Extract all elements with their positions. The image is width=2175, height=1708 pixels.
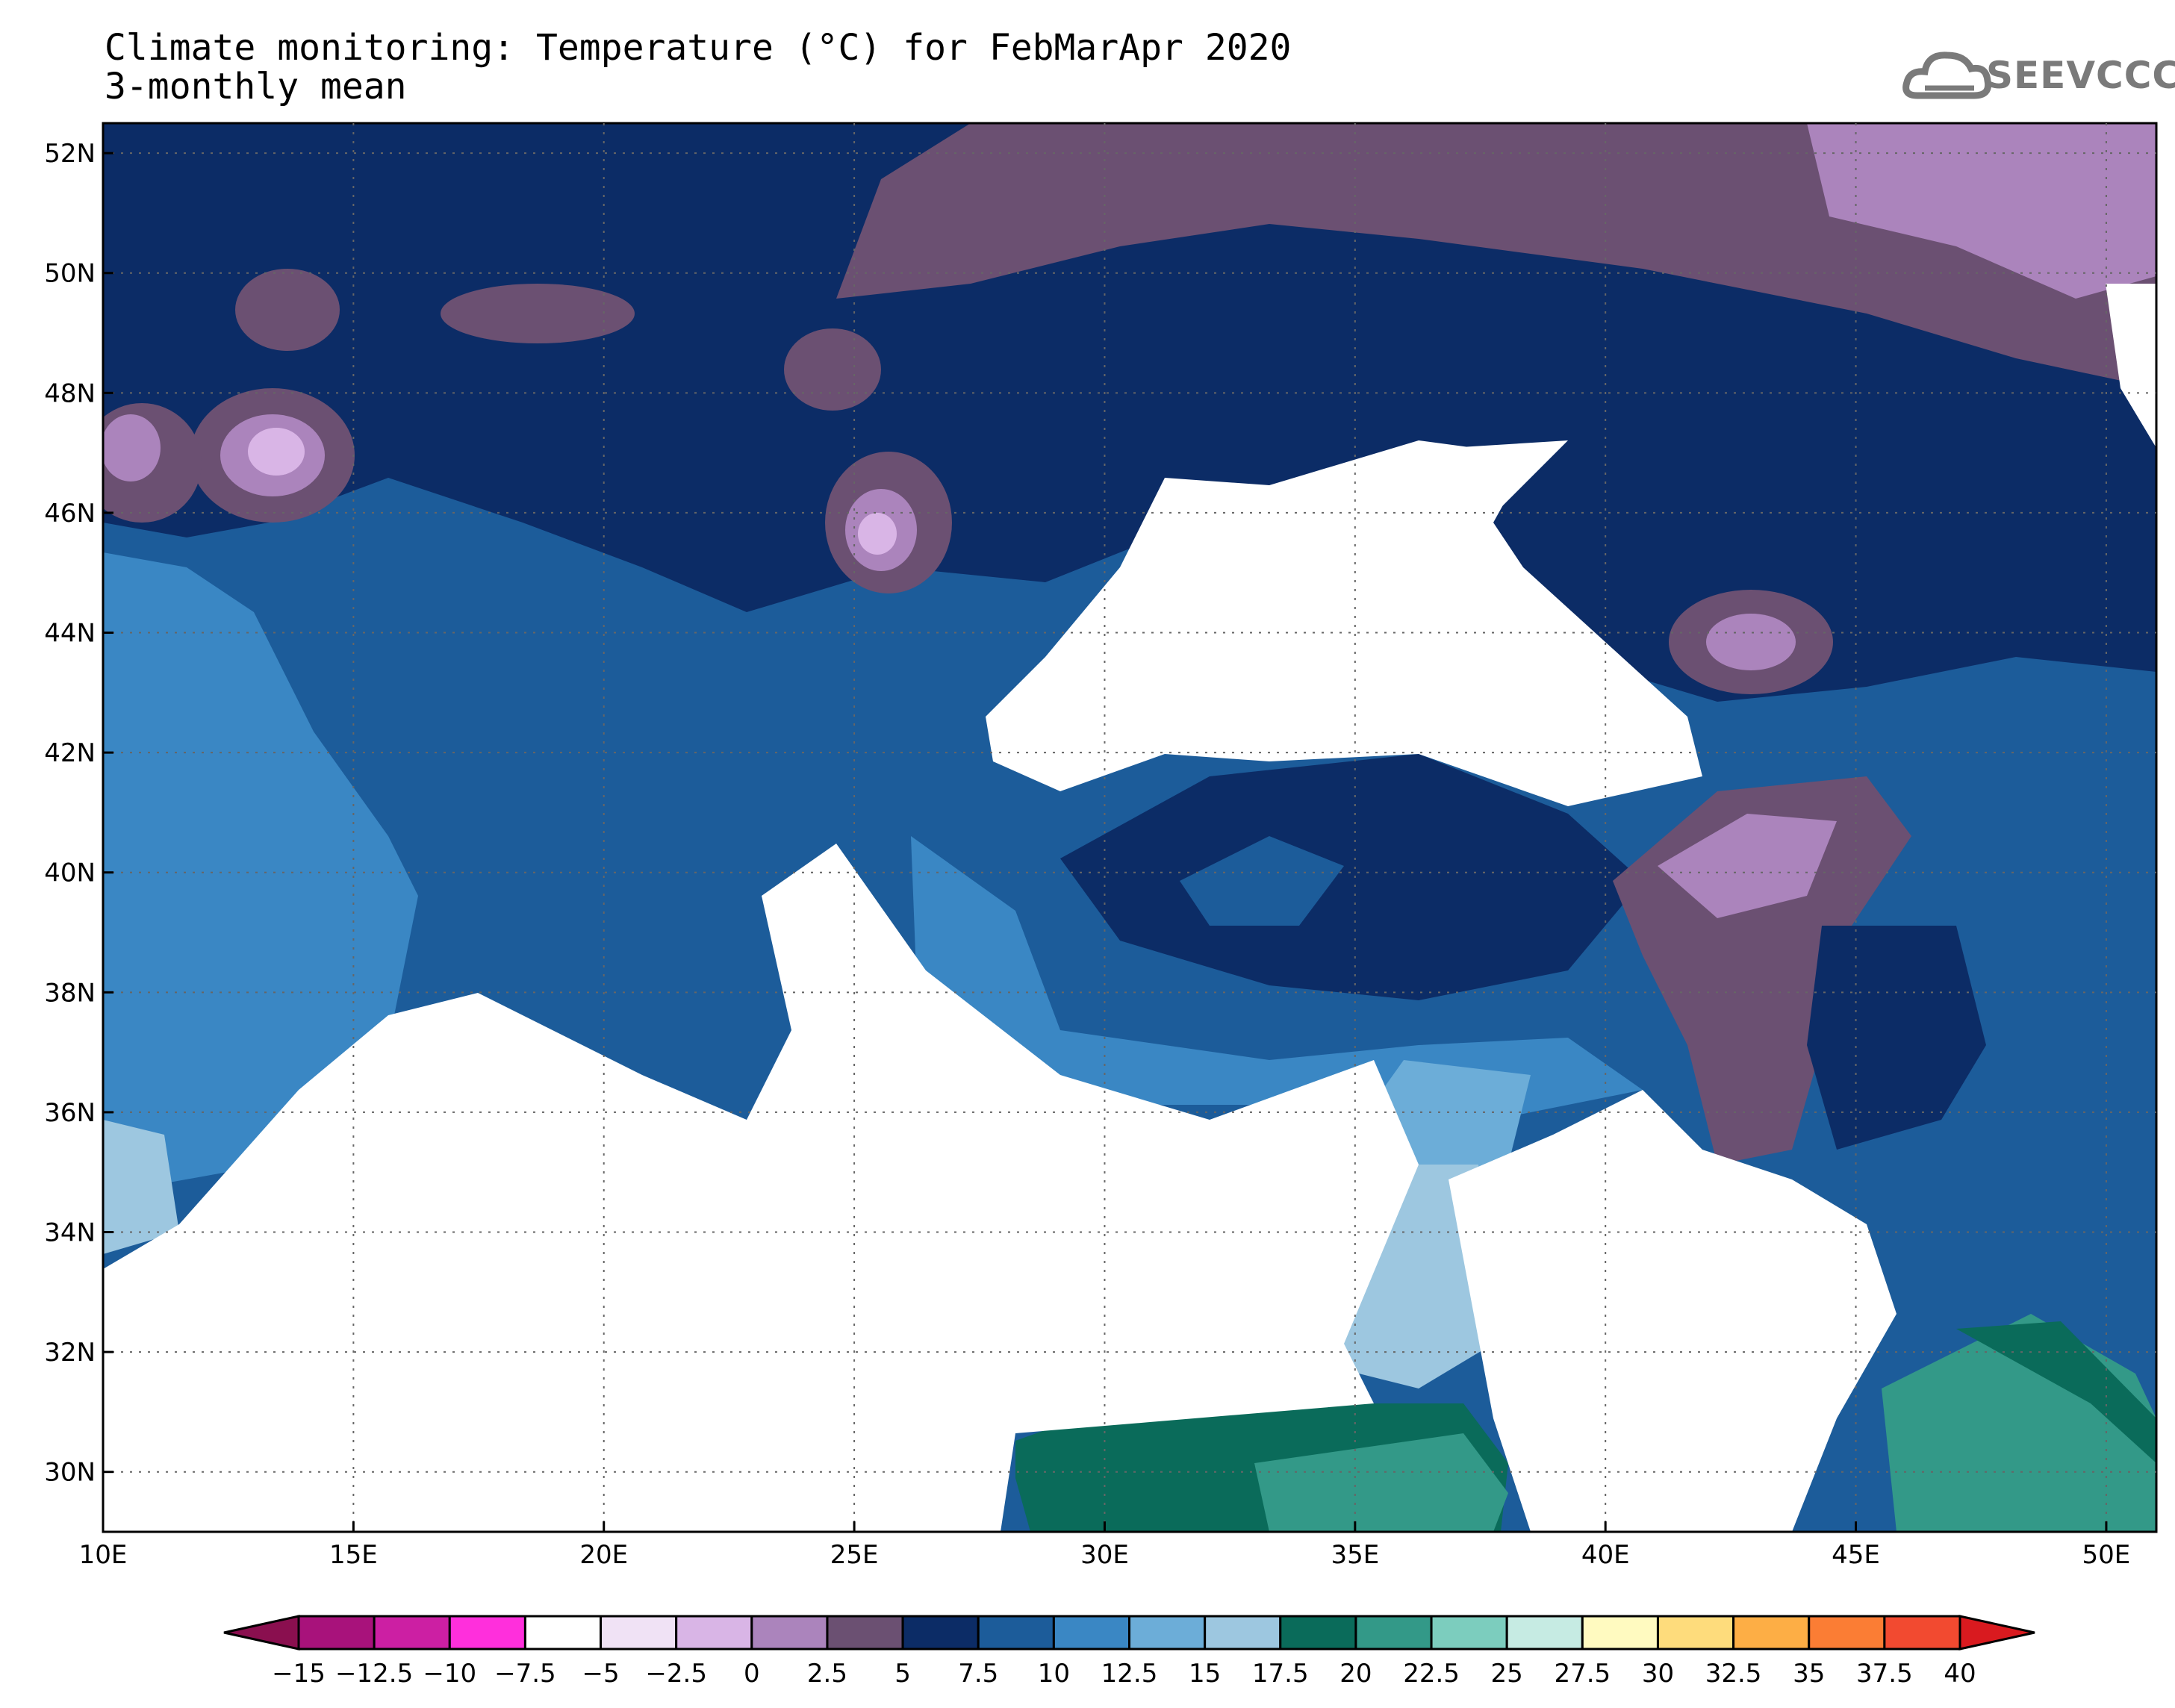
lat-tick-label: 42N (44, 738, 96, 768)
colorbar-label: −5 (582, 1659, 619, 1689)
lon-tick-label: 30E (1080, 1540, 1129, 1570)
colorbar-label: 12.5 (1101, 1659, 1158, 1689)
colorbar-box (1808, 1615, 1886, 1651)
map-title: Climate monitoring: Temperature (°C) for… (105, 27, 1292, 69)
colorbar-label: −10 (423, 1659, 476, 1689)
colorbar-box (373, 1615, 451, 1651)
colorbar-box (1052, 1615, 1131, 1651)
colorbar-box (750, 1615, 829, 1651)
colorbar-box (977, 1615, 1055, 1651)
colorbar-box (1430, 1615, 1508, 1651)
colorbar-box (1883, 1615, 1961, 1651)
lon-tick-label: 35E (1331, 1540, 1379, 1570)
lon-tick-label: 10E (79, 1540, 128, 1570)
colorbar-label: 7.5 (958, 1659, 998, 1689)
lon-tick-label: 15E (329, 1540, 378, 1570)
colorbar-box (523, 1615, 603, 1651)
lat-tick-label: 48N (44, 378, 96, 408)
colorbar-box (1279, 1615, 1357, 1651)
axis-ticks: 10E 15E 20E 25E 30E 35E 40E 45E 50E 30N 32N 34N 36N 3… (44, 139, 2130, 1570)
colorbar-label: −2.5 (645, 1659, 707, 1689)
colorbar-box (1656, 1615, 1735, 1651)
graticule (103, 123, 2156, 1532)
colorbar-label: 2.5 (807, 1659, 847, 1689)
colorbar-label: 30 (1642, 1659, 1674, 1689)
colorbar-label: 25 (1491, 1659, 1523, 1689)
colorbar-label: 20 (1339, 1659, 1372, 1689)
colorbar-lower-arrow (223, 1615, 300, 1651)
lon-tick-label: 25E (830, 1540, 879, 1570)
colorbar-box (1732, 1615, 1811, 1651)
lat-tick-label: 46N (44, 499, 96, 529)
colorbar-box (1581, 1615, 1659, 1651)
lat-tick-label: 32N (44, 1338, 96, 1368)
cloud-icon (1902, 52, 1992, 99)
colorbar-label: 22.5 (1403, 1659, 1460, 1689)
lat-tick-label: 30N (44, 1458, 96, 1488)
lon-tick-label: 45E (1832, 1540, 1880, 1570)
colorbar-label: 17.5 (1252, 1659, 1309, 1689)
no-data-areas (103, 284, 2156, 1532)
lat-tick-label: 40N (44, 858, 96, 888)
colorbar-box (297, 1615, 376, 1651)
temperature-fields (103, 123, 2156, 1532)
lat-tick-label: 38N (44, 978, 96, 1008)
colorbar-box (1354, 1615, 1433, 1651)
colorbar-label: 0 (744, 1659, 760, 1689)
lat-tick-label: 52N (44, 139, 96, 169)
lat-tick-label: 34N (44, 1218, 96, 1248)
colorbar-label: −15 (272, 1659, 326, 1689)
lat-tick-label: 36N (44, 1098, 96, 1128)
colorbar-box (1128, 1615, 1207, 1651)
colorbar-label: 27.5 (1554, 1659, 1611, 1689)
colorbar-label: −12.5 (335, 1659, 413, 1689)
colorbar-label: 35 (1793, 1659, 1825, 1689)
colorbar-label: −7.5 (494, 1659, 556, 1689)
logo-text: SEEVCCC (1986, 54, 2175, 97)
colorbar-label: 37.5 (1856, 1659, 1913, 1689)
lon-tick-label: 20E (579, 1540, 628, 1570)
colorbar-box (448, 1615, 526, 1651)
colorbar-box (675, 1615, 753, 1651)
map-frame (102, 122, 2158, 1533)
colorbar-label: 10 (1038, 1659, 1070, 1689)
colorbar-box (600, 1615, 678, 1651)
colorbar-box (901, 1615, 980, 1651)
colorbar-upper-arrow (1958, 1615, 2035, 1651)
colorbar-label: 40 (1944, 1659, 1976, 1689)
lat-tick-label: 50N (44, 259, 96, 289)
lon-tick-label: 50E (2082, 1540, 2131, 1570)
lon-tick-label: 40E (1581, 1540, 1630, 1570)
colorbar-box (1505, 1615, 1584, 1651)
colorbar-label: 15 (1189, 1659, 1221, 1689)
colorbar-box (1204, 1615, 1282, 1651)
lat-tick-label: 44N (44, 619, 96, 649)
colorbar-box (826, 1615, 904, 1651)
colorbar-label: 32.5 (1705, 1659, 1762, 1689)
colorbar-label: 5 (894, 1659, 911, 1689)
map-subtitle: 3-monthly mean (105, 66, 407, 107)
colorbar: −15 −12.5 −10 −7.5 −5 −2.5 0 2.5 5 7.5 10 12.5 15 17.… (223, 1615, 2035, 1689)
